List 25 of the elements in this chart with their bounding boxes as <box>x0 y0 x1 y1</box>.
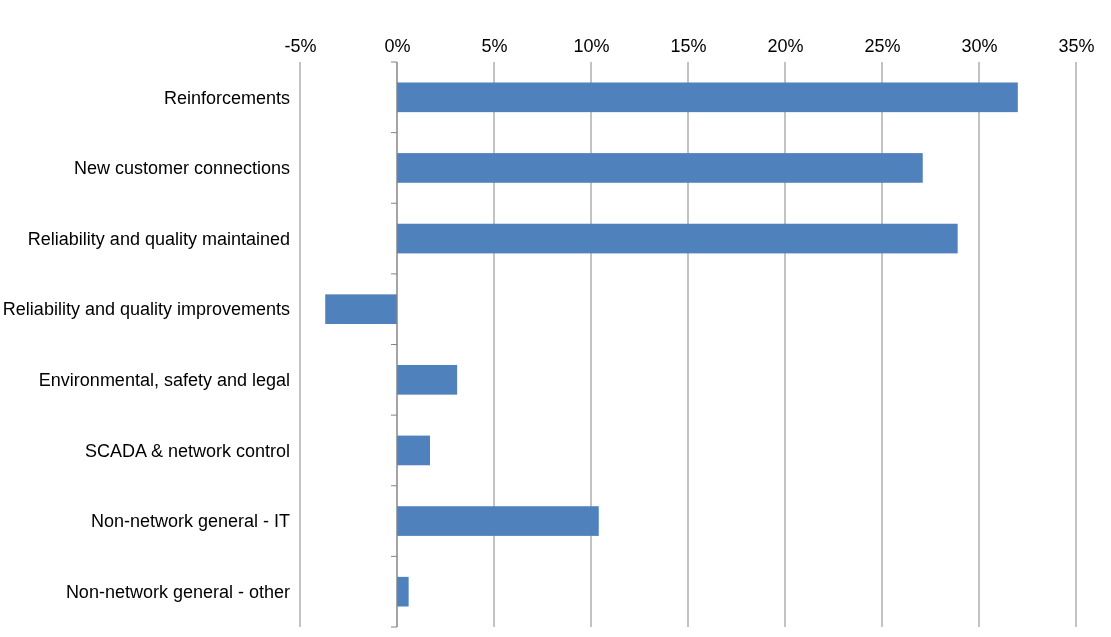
x-tick-label: 25% <box>864 36 901 56</box>
x-tick-label: 0% <box>384 36 411 56</box>
x-tick-label: 35% <box>1058 36 1095 56</box>
bar <box>397 576 409 607</box>
bar <box>397 223 958 254</box>
x-tick-label: 15% <box>670 36 707 56</box>
bar <box>397 82 1018 113</box>
y-tick-label: Non-network general - IT <box>90 511 290 532</box>
bar <box>397 364 458 395</box>
bar <box>397 506 599 536</box>
x-tick-label: -5% <box>284 36 317 56</box>
y-tick-label: Reinforcements <box>163 87 290 108</box>
x-tick-label: 10% <box>573 36 610 56</box>
bar <box>397 435 430 466</box>
x-tick-label: 20% <box>767 36 804 56</box>
y-tick-label: SCADA & network control <box>84 440 290 461</box>
y-tick-label: New customer connections <box>73 158 290 179</box>
y-tick-label: Reliability and quality improvements <box>2 299 290 320</box>
x-tick-label: 5% <box>481 36 508 56</box>
y-tick-label: Environmental, safety and legal <box>38 370 290 391</box>
bar <box>397 153 923 183</box>
bar <box>325 294 397 325</box>
y-tick-label: Non-network general - other <box>65 581 290 602</box>
y-tick-label: Reliability and quality maintained <box>27 228 290 249</box>
x-tick-label: 30% <box>961 36 998 56</box>
